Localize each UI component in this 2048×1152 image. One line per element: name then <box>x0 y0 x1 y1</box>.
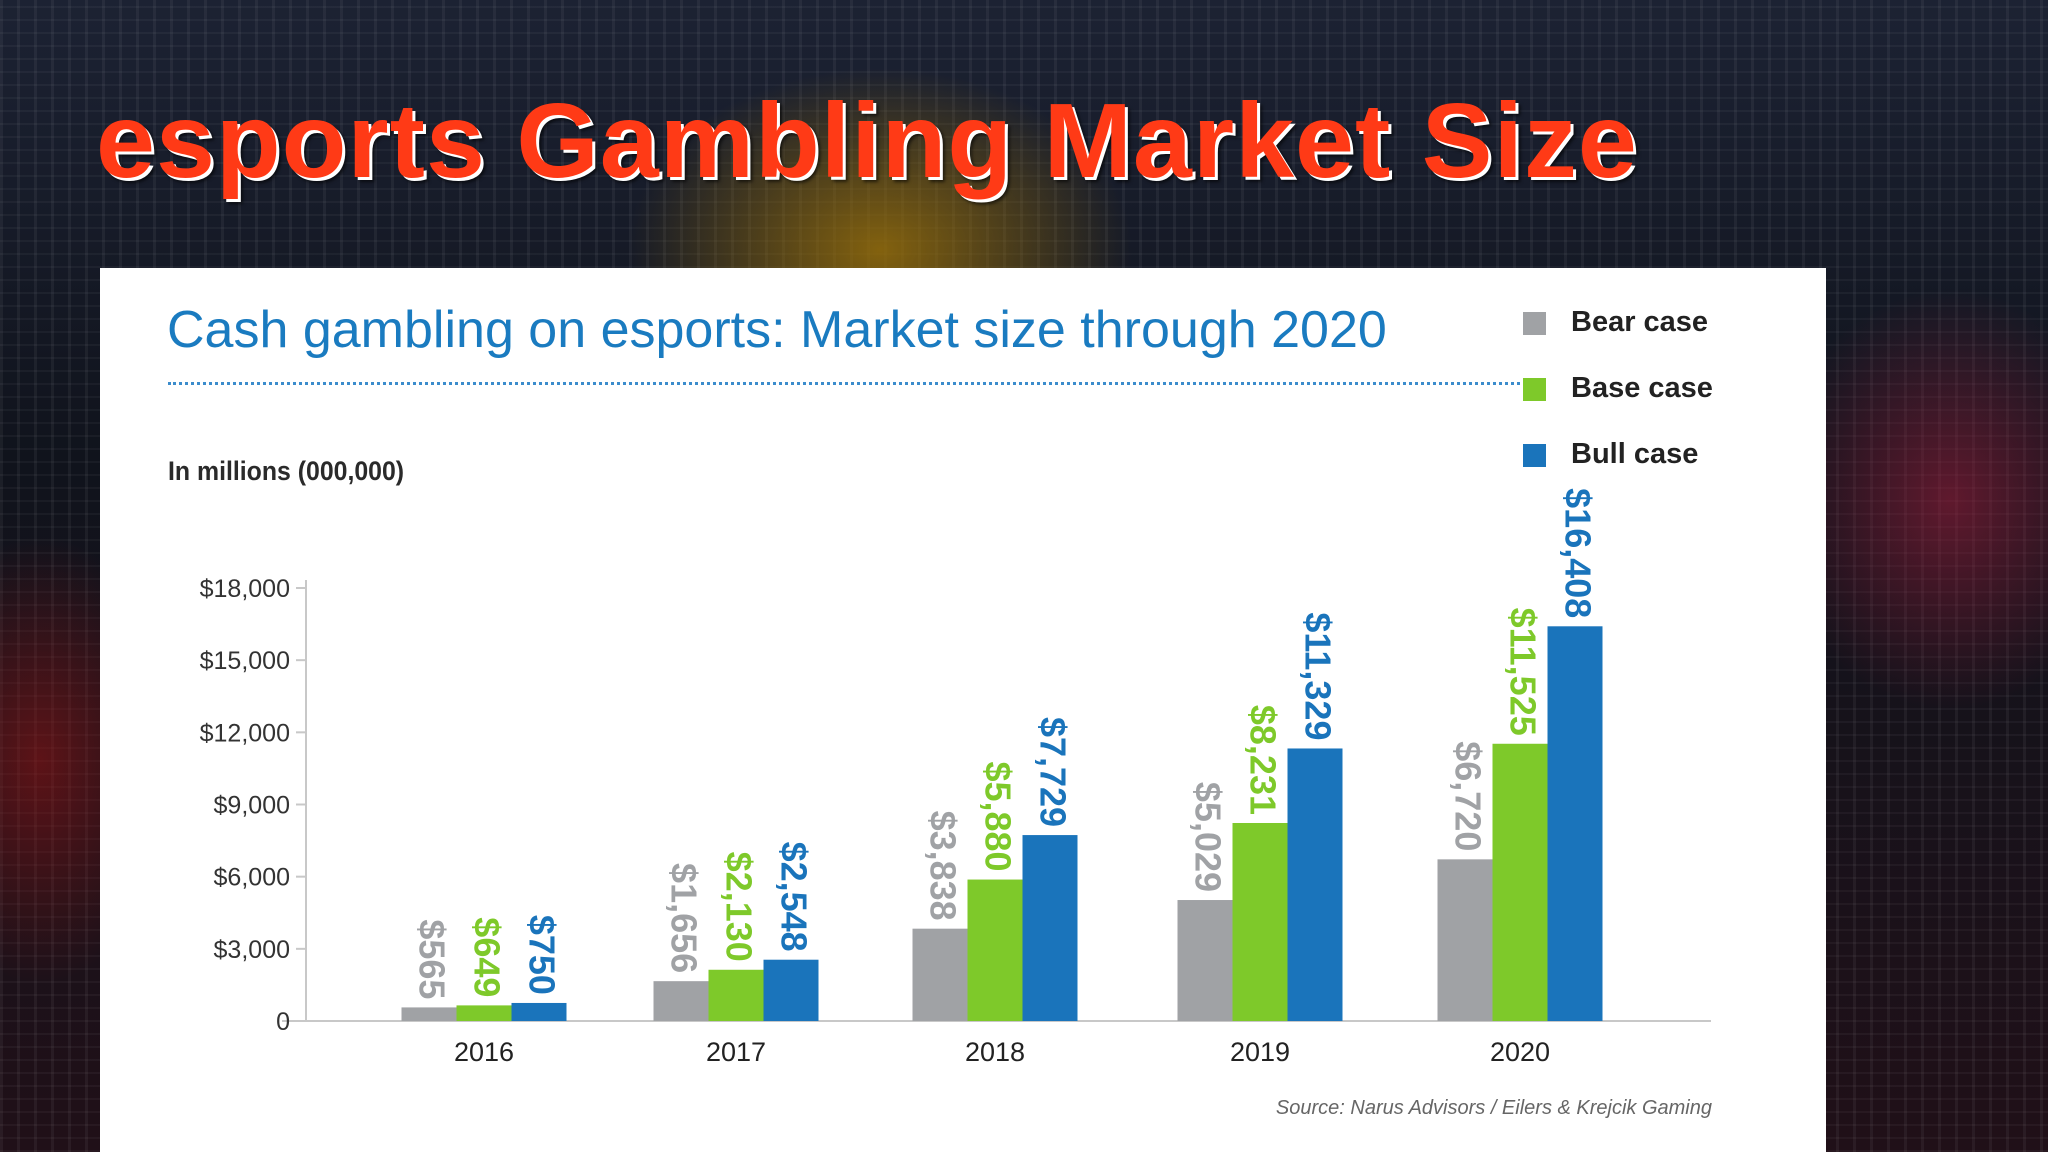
bar-bull-case <box>511 1002 567 1021</box>
bar-base-case <box>1492 743 1548 1021</box>
legend-swatch-bear <box>1523 312 1546 335</box>
data-label: $1,656 <box>663 863 704 973</box>
data-label: $11,329 <box>1297 612 1338 740</box>
bar-bull-case <box>1022 835 1078 1021</box>
bar-base-case <box>967 879 1023 1021</box>
data-label: $5,029 <box>1187 782 1228 892</box>
data-label: $3,838 <box>922 811 963 921</box>
slide-title: esports Gambling Market Size <box>96 82 1638 200</box>
y-tick-label: $18,000 <box>200 575 290 603</box>
bar-base-case <box>456 1005 512 1021</box>
chart-panel: Cash gambling on esports: Market size th… <box>100 268 1826 1152</box>
bar-bear-case <box>653 981 709 1021</box>
y-tick-label: $12,000 <box>200 719 290 747</box>
bar-chart: 0 $3,000 $6,000 $9,000 $12,000 $15,000 $18,000… <box>200 488 1711 1067</box>
bar-bull-case <box>1287 748 1343 1021</box>
data-label: $649 <box>466 917 507 997</box>
bar-bear-case <box>1177 900 1233 1021</box>
data-label: $11,525 <box>1502 608 1543 736</box>
legend-label-base: Base case <box>1571 372 1713 404</box>
legend-label-bear: Bear case <box>1571 306 1709 338</box>
y-tick-label: 0 <box>276 1008 290 1036</box>
data-label: $8,231 <box>1242 705 1283 815</box>
x-category-label: 2020 <box>1490 1037 1550 1067</box>
y-tick-label: $6,000 <box>214 864 290 892</box>
data-label: $5,880 <box>977 761 1018 871</box>
legend-swatch-base <box>1523 378 1546 401</box>
data-label: $750 <box>521 915 562 995</box>
bar-bear-case <box>401 1007 457 1021</box>
x-category-label: 2016 <box>454 1037 514 1067</box>
bar-bear-case <box>912 928 968 1021</box>
data-label: $16,408 <box>1557 488 1598 618</box>
source-note: Source: Narus Advisors / Eilers & Krejci… <box>1275 1097 1712 1119</box>
bar-bear-case <box>1437 859 1493 1021</box>
data-label: $565 <box>411 919 452 999</box>
y-tick-label: $3,000 <box>214 936 290 964</box>
data-label: $2,548 <box>773 842 814 952</box>
data-label: $6,720 <box>1447 741 1488 851</box>
x-category-label: 2018 <box>965 1037 1025 1067</box>
legend-swatch-bull <box>1523 444 1546 467</box>
bar-bull-case <box>1547 626 1603 1021</box>
legend-label-bull: Bull case <box>1571 438 1699 470</box>
data-label: $7,729 <box>1032 717 1073 827</box>
y-tick-label: $9,000 <box>214 792 290 820</box>
data-label: $2,130 <box>718 852 759 962</box>
bar-base-case <box>708 969 764 1021</box>
title-divider <box>168 382 1526 385</box>
chart-title: Cash gambling on esports: Market size th… <box>167 301 1387 359</box>
y-axis-units-label: In millions (000,000) <box>168 456 405 486</box>
x-category-label: 2019 <box>1230 1037 1290 1067</box>
y-tick-label: $15,000 <box>200 647 290 675</box>
bar-base-case <box>1232 822 1288 1021</box>
x-category-label: 2017 <box>706 1037 766 1067</box>
bar-bull-case <box>763 959 819 1021</box>
